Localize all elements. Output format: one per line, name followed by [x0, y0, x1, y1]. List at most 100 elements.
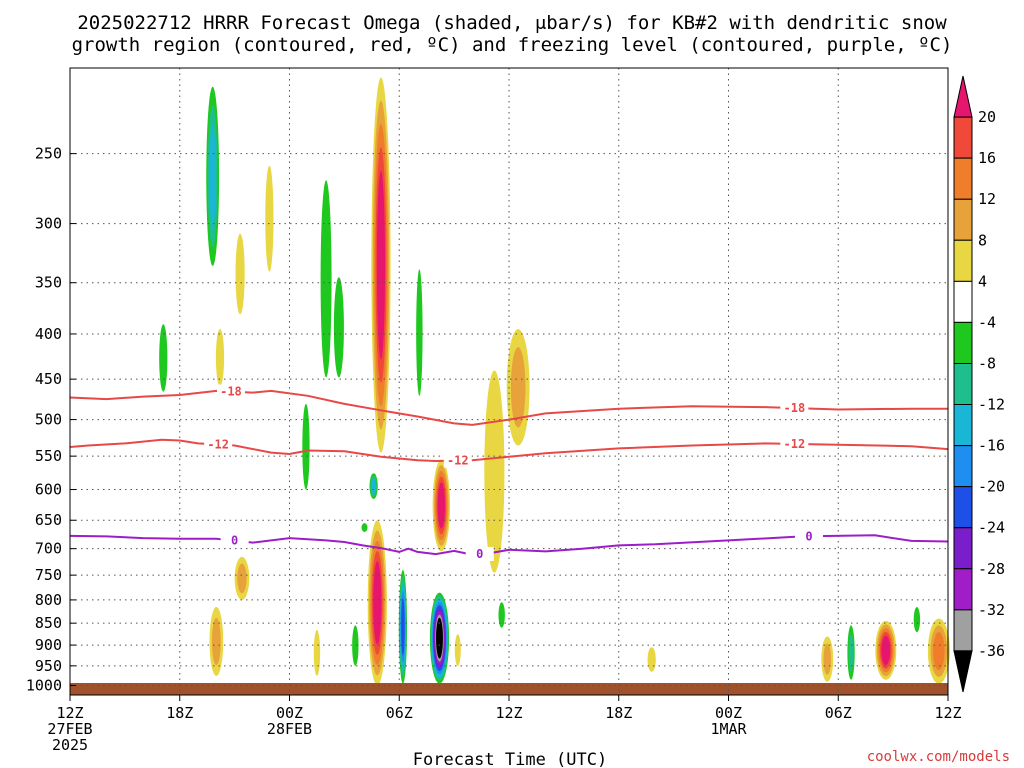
colorbar-swatch-7 [953, 362, 973, 406]
y-tick-label-1000: 1000 [26, 677, 62, 695]
y-tick-label-850: 850 [35, 614, 62, 632]
y-tick-label-250: 250 [35, 145, 62, 163]
contour-label-bg-1-0 [204, 437, 233, 452]
colorbar-swatch-1 [953, 116, 973, 159]
contour-label-1-2: -12 [784, 437, 806, 451]
y-tick-label-350: 350 [35, 274, 62, 292]
colorbar-swatch-12 [953, 568, 973, 611]
y-axis-pressure-ticks: 250 300 350 400 450 500 550 600 650 700 750 800 850 9… [26, 145, 76, 695]
colorbar-label-3: 8 [978, 231, 987, 249]
x-tick-label-1-l1: 18Z [166, 704, 193, 722]
omega-shaded-cells [159, 77, 950, 686]
y-tick-label-750: 750 [35, 566, 62, 584]
y-tick-label-300: 300 [35, 215, 62, 233]
colorbar-swatch-0 [953, 75, 973, 118]
omega-cell-5-level-0 [320, 180, 332, 378]
omega-cell-0-level-2 [209, 123, 217, 229]
ground-surface-bar [70, 683, 948, 695]
omega-cell-1-level-0 [235, 233, 245, 315]
contour-label-bg-2-2 [794, 529, 823, 544]
contour-label-1-0: -12 [207, 438, 229, 452]
colorbar-label-6: -8 [978, 354, 996, 372]
colorbar-label-0: 20 [978, 108, 996, 126]
y-tick-label-500: 500 [35, 411, 62, 429]
colorbar-label-5: -4 [978, 313, 996, 331]
y-tick-label-700: 700 [35, 540, 62, 558]
colorbar-label-2: 12 [978, 190, 996, 208]
omega-cell-22-level-1 [211, 617, 221, 666]
contour-label-bg-1-2 [780, 436, 809, 451]
chart-title-line1: 2025022712 HRRR Forecast Omega (shaded, … [77, 12, 947, 34]
contour-line-0 [69, 389, 948, 426]
colorbar-label-13: -36 [978, 642, 1005, 660]
omega-cell-24-level-0 [647, 647, 656, 672]
contour-label-bg-2-0 [220, 533, 249, 548]
x-tick-label-6-l2: 1MAR [710, 720, 747, 738]
y-tick-label-800: 800 [35, 591, 62, 609]
x-tick-label-3-l1: 06Z [386, 704, 413, 722]
chart-title-line2: growth region (contoured, red, ºC) and f… [72, 34, 953, 56]
x-tick-label-8-l1: 12Z [934, 704, 961, 722]
x-tick-label-2-l2: 28FEB [267, 720, 312, 738]
omega-cell-12-level-1 [510, 347, 526, 428]
grid-lines [70, 68, 948, 695]
colorbar-label-12: -32 [978, 601, 1005, 619]
y-tick-label-600: 600 [35, 481, 62, 499]
omega-cell-3-level-0 [215, 329, 225, 386]
colorbar-swatch-2 [953, 157, 973, 200]
contour-line-1 [69, 438, 949, 463]
y-tick-label-450: 450 [35, 370, 62, 388]
omega-cell-16-level-4 [401, 598, 405, 656]
contour-label-2-0: 0 [231, 534, 238, 548]
colorbar-label-11: -28 [978, 560, 1005, 578]
colorbar-swatch-9 [953, 445, 973, 488]
omega-cell-18-level-0 [454, 634, 461, 666]
x-tick-label-0-l3: 2025 [52, 736, 88, 754]
x-tick-label-4-l1: 12Z [495, 704, 522, 722]
x-tick-label-5-l1: 18Z [605, 704, 632, 722]
y-tick-label-550: 550 [35, 447, 62, 465]
x-tick-label-2-l1: 00Z [276, 704, 303, 722]
credit-label: coolwx.com/models [867, 749, 1010, 765]
omega-cell-2-level-0 [265, 165, 274, 272]
x-tick-label-7-l1: 06Z [825, 704, 852, 722]
omega-cell-11-level-0 [416, 269, 423, 396]
contour-label-bg-2-1 [465, 547, 494, 562]
contour-label-0-1: -18 [784, 401, 806, 415]
contour-label-2-2: 0 [805, 529, 812, 543]
omega-cell-7-level-0 [302, 403, 310, 490]
contour-label-bg-1-1 [443, 453, 472, 468]
temperature-contours: -18 -18 -12 -12 -12 0 0 0 [69, 384, 949, 562]
y-tick-label-950: 950 [35, 657, 62, 675]
omega-cell-19-level-0 [352, 625, 359, 666]
colorbar: 20 16 12 8 4 -4 -8 -12 -16 -20 -24 -28 -32 -36 [953, 75, 1005, 693]
omega-cell-17-level-8 [436, 617, 443, 659]
colorbar-label-4: 4 [978, 272, 987, 290]
colorbar-swatch-3 [953, 198, 973, 241]
omega-cell-28-level-0 [913, 607, 921, 633]
colorbar-swatch-4 [953, 239, 973, 282]
colorbar-swatch-11 [953, 527, 973, 570]
omega-cell-9-level-0 [361, 523, 368, 532]
colorbar-swatch-6 [953, 321, 973, 364]
omega-cell-23-level-0 [313, 629, 321, 676]
contour-label-1-1: -12 [447, 454, 469, 468]
omega-cell-4-level-0 [159, 324, 168, 392]
x-axis-label: Forecast Time (UTC) [413, 750, 607, 768]
contour-label-2-1: 0 [476, 547, 483, 561]
omega-cell-10-level-4 [376, 170, 386, 360]
omega-cell-14-level-4 [437, 482, 446, 529]
x-tick-label-6-l1: 00Z [715, 704, 742, 722]
colorbar-label-9: -20 [978, 478, 1005, 496]
y-tick-label-900: 900 [35, 636, 62, 654]
omega-cell-8-level-2 [371, 478, 376, 494]
colorbar-swatch-8 [953, 404, 973, 447]
colorbar-swatch-10 [953, 486, 973, 529]
colorbar-label-1: 16 [978, 149, 996, 167]
omega-cell-15-level-4 [373, 561, 382, 645]
omega-cell-6-level-0 [333, 277, 344, 378]
contour-label-0-0: -18 [220, 385, 242, 399]
contour-label-bg-0-0 [216, 384, 245, 399]
